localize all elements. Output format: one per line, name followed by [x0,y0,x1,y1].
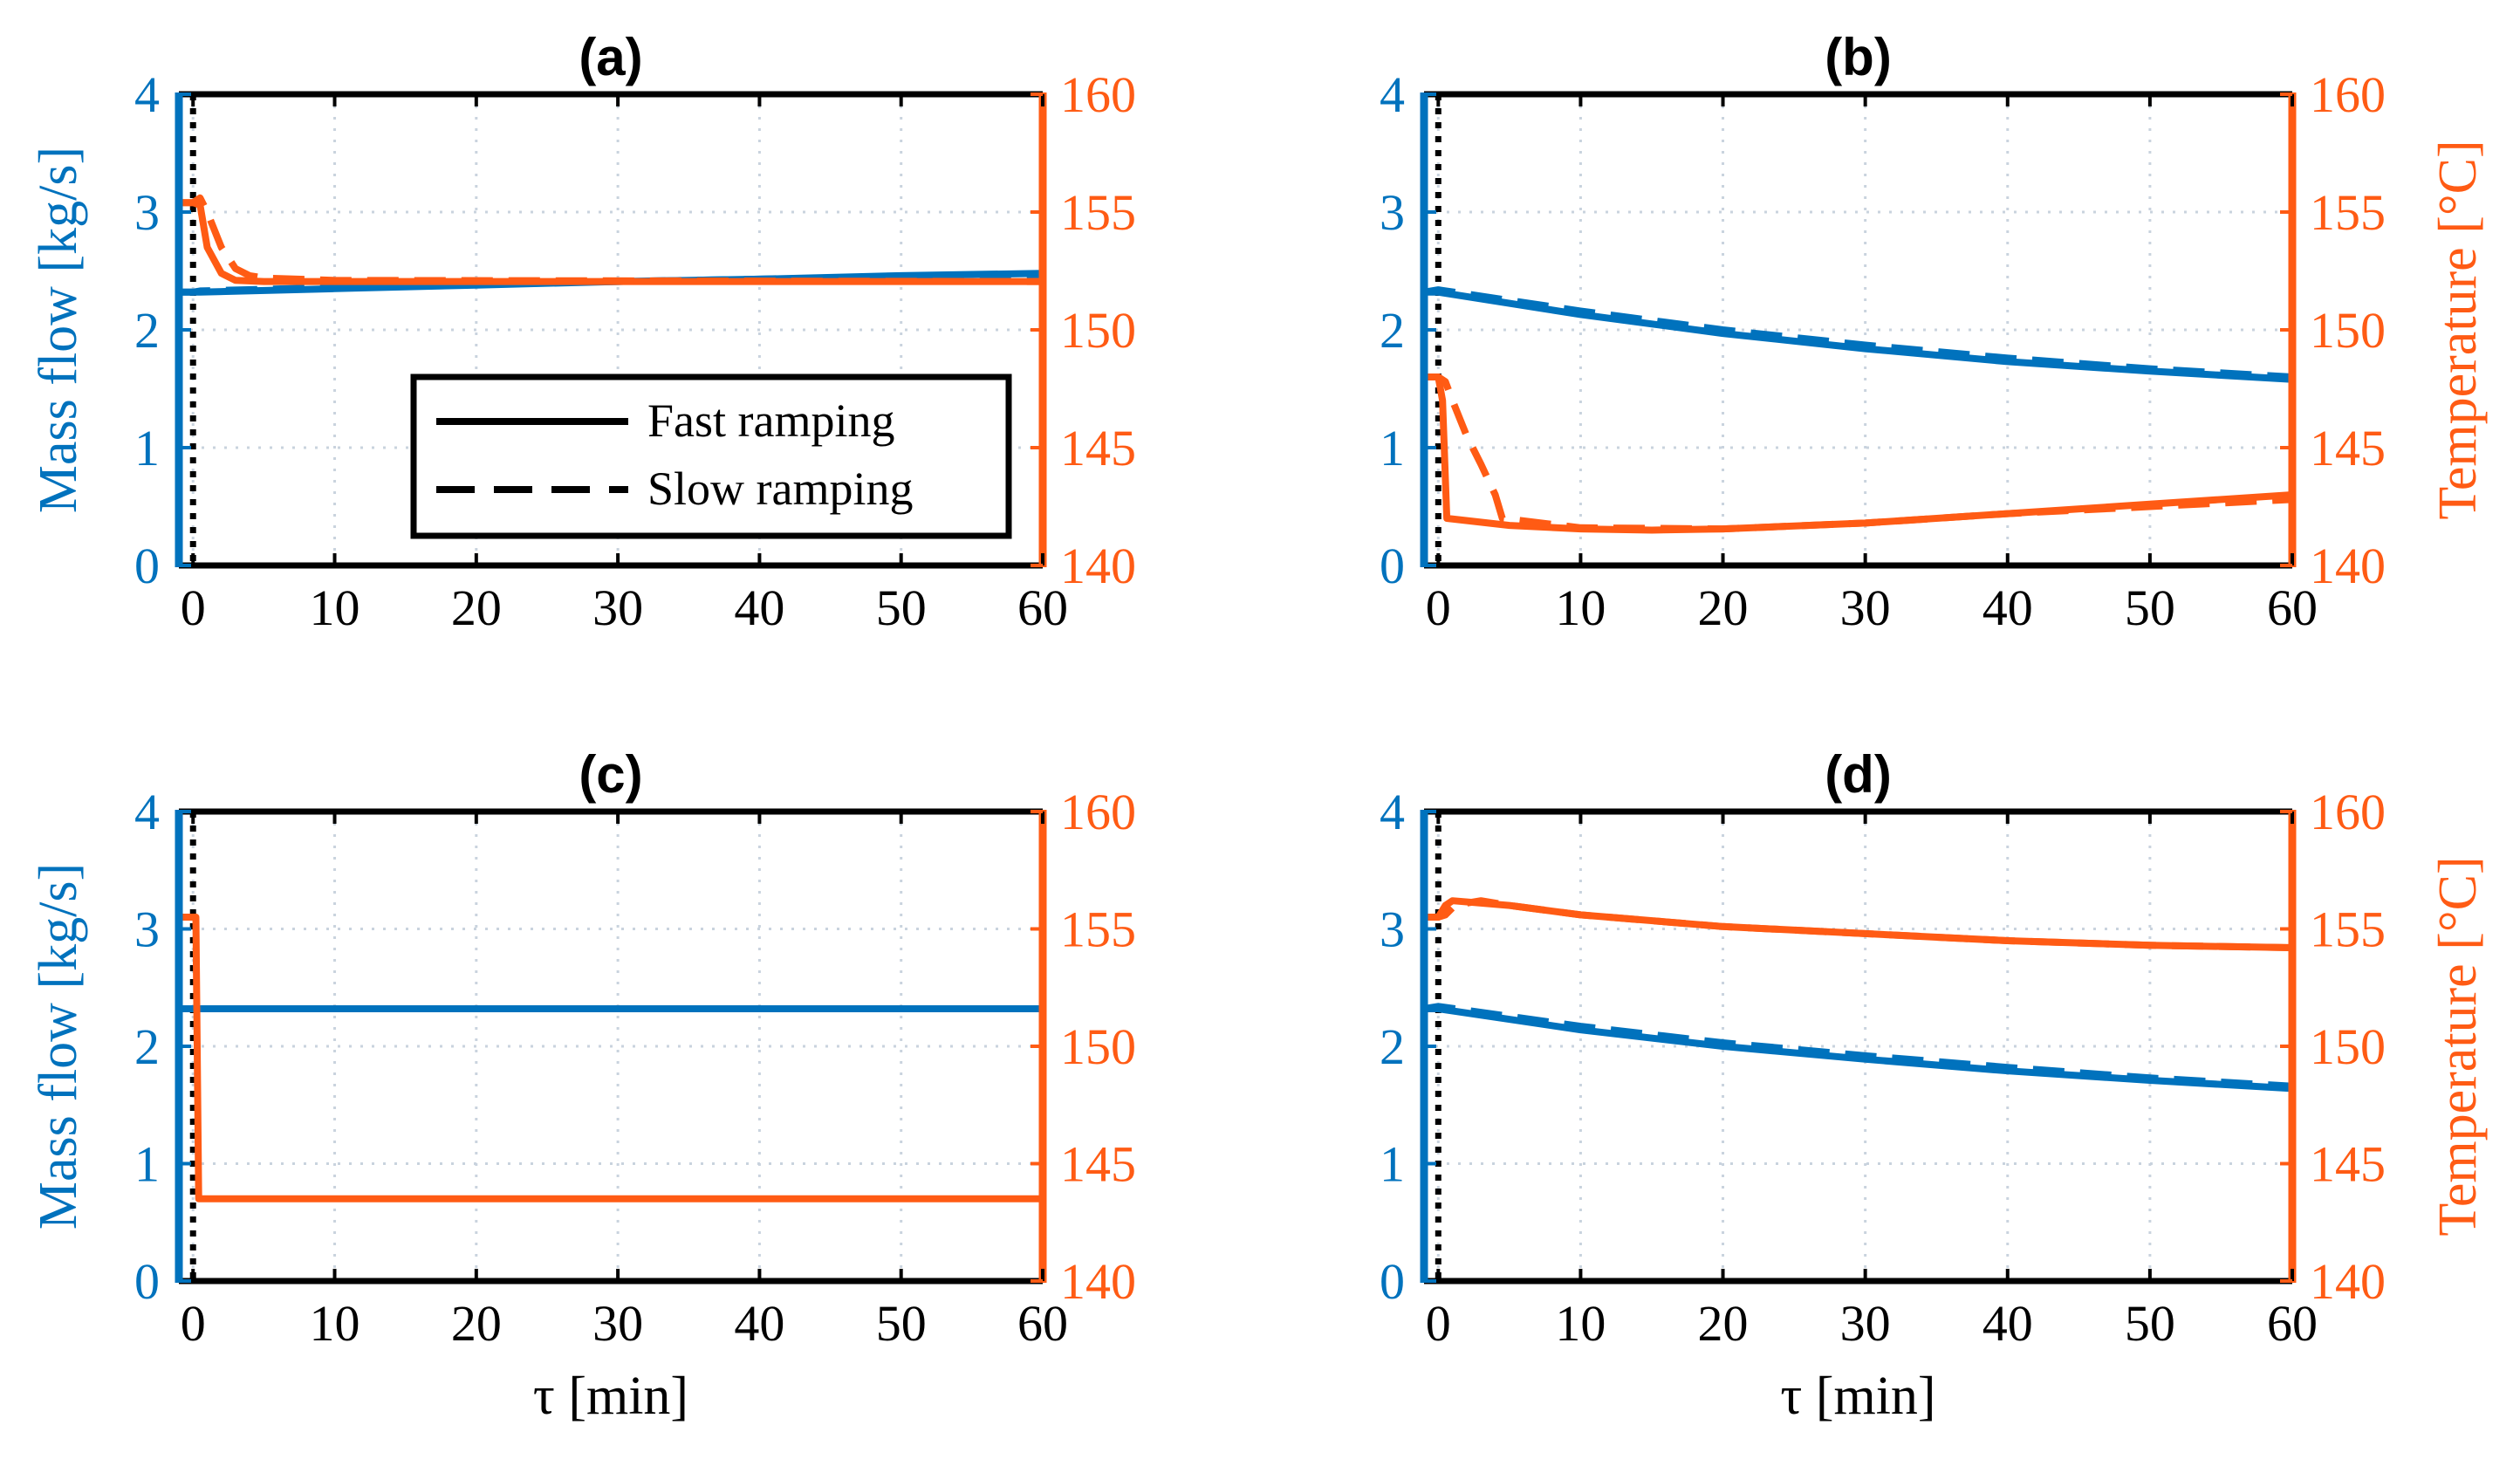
chart-1-xtick-label-0: 0 [1426,579,1451,636]
chart-2-ylabel-left: Mass flow [kg/s] [29,863,88,1230]
chart-2-xtick-label-2: 20 [451,1295,502,1352]
chart-0-xtick-label-0: 0 [181,579,206,636]
chart-2-ytick-right-label-3: 155 [1060,901,1136,958]
chart-0-xtick-label-3: 30 [592,579,643,636]
chart-1-xtick-label-5: 50 [2125,579,2175,636]
chart-1-title: (b) [1825,28,1892,86]
chart-2-ytick-left-label-0: 0 [134,1253,160,1310]
chart-1-xtick-label-2: 20 [1698,579,1749,636]
chart-3-xtick-label-4: 40 [1982,1295,2033,1352]
chart-2-ytick-right-label-4: 160 [1060,784,1136,840]
chart-0-xtick-label-1: 10 [310,579,360,636]
chart-0-xtick-label-5: 50 [876,579,927,636]
chart-2-xtick-label-5: 50 [876,1295,927,1352]
chart-3-ytick-right-label-4: 160 [2310,784,2386,840]
chart-1-ytick-right-label-4: 160 [2310,66,2386,123]
chart-1-ytick-right-label-1: 145 [2310,420,2386,476]
chart-2-xtick-label-1: 10 [310,1295,360,1352]
chart-3-xtick-label-5: 50 [2125,1295,2175,1352]
chart-1-ytick-right-label-2: 150 [2310,302,2386,359]
chart-2-ytick-right-label-1: 145 [1060,1136,1136,1193]
chart-3-ytick-right-label-1: 145 [2310,1136,2386,1193]
chart-2-ytick-left-label-2: 2 [134,1018,160,1075]
chart-3-ylabel-right: Temperature [°C] [2428,856,2488,1236]
chart-1-ytick-right-label-3: 155 [2310,184,2386,241]
legend-label-fast: Fast ramping [647,394,894,447]
panel-b: 0 10 20 30 40 50 60 0 1 2 3 4 140 145 150 155 160 (b) Temp… [1380,28,2488,636]
chart-0-series-3-orange-dashed [179,194,1044,285]
chart-1-ytick-left-label-0: 0 [1380,538,1405,594]
chart-3-ytick-left-label-2: 2 [1380,1018,1405,1075]
chart-1-series-1-blue-dashed [1423,286,2293,380]
chart-1-xtick-label-3: 30 [1840,579,1891,636]
chart-0-ytick-right-label-2: 150 [1060,302,1136,359]
chart-1-ytick-left-label-2: 2 [1380,302,1405,359]
chart-0-ytick-right-label-0: 140 [1060,538,1136,594]
chart-3-xtick-label-6: 60 [2267,1295,2318,1352]
chart-2-ytick-left-label-4: 4 [134,784,160,840]
chart-3-ytick-right-label-0: 140 [2310,1253,2386,1310]
chart-3-ytick-left-label-0: 0 [1380,1253,1405,1310]
chart-1-ytick-left-label-1: 1 [1380,420,1405,476]
chart-1-xtick-label-1: 10 [1555,579,1606,636]
chart-3-series-3-orange-dashed [1424,897,2293,951]
chart-3-ytick-right-label-2: 150 [2310,1018,2386,1075]
chart-3-xtick-label-2: 20 [1698,1295,1749,1352]
chart-2-xtick-label-4: 40 [734,1295,784,1352]
chart-2-ytick-left-label-3: 3 [134,901,160,958]
chart-0-ytick-left-label-4: 4 [134,66,160,123]
panel-c: 0 10 20 30 40 50 60 0 1 2 3 4 140 145 150 155 160 (c) Mass… [29,745,1136,1426]
panel-a: 0 10 20 30 40 50 60 0 1 2 3 4 140 145 150 155 160 (a) Mass… [29,28,1136,636]
chart-2-ytick-left-label-1: 1 [134,1136,160,1193]
chart-3-ytick-right-label-3: 155 [2310,901,2386,958]
legend-box [410,373,1012,539]
chart-0-ytick-right-label-1: 145 [1060,420,1136,476]
chart-3-series-2-orange-solid [1424,897,2293,951]
chart-3-series-0-blue-solid [1424,1005,2293,1093]
chart-2-ytick-right-label-0: 140 [1060,1253,1136,1310]
chart-0-xtick-label-6: 60 [1017,579,1068,636]
chart-0-title: (a) [579,28,642,86]
chart-0-xtick-label-2: 20 [451,579,502,636]
chart-3-title: (d) [1825,745,1892,804]
chart-2-ytick-right-label-2: 150 [1060,1018,1136,1075]
chart-2-xlabel: τ [min] [533,1367,688,1426]
chart-0-ytick-right-label-4: 160 [1060,66,1136,123]
chart-3-ytick-left-label-3: 3 [1380,901,1405,958]
chart-2-series-1-orange-solid [179,914,1043,1202]
chart-1-ytick-right-label-0: 140 [2310,538,2386,594]
chart-0-ytick-left-label-1: 1 [134,420,160,476]
chart-3-xlabel: τ [min] [1780,1367,1935,1426]
chart-0-ytick-left-label-3: 3 [134,184,160,241]
chart-3-xtick-label-1: 10 [1555,1295,1606,1352]
chart-0-series-2-orange-solid [179,199,1043,285]
chart-3-xtick-label-3: 30 [1840,1295,1891,1352]
chart-3-ytick-left-label-4: 4 [1380,784,1405,840]
chart-1-ylabel-right: Temperature [°C] [2428,140,2488,519]
chart-2-xtick-label-3: 30 [592,1295,643,1352]
chart-1-series-3-orange-dashed [1424,373,2293,533]
chart-2-xtick-label-0: 0 [181,1295,206,1352]
chart-0-ytick-right-label-3: 155 [1060,184,1136,241]
chart-2-xtick-label-6: 60 [1017,1295,1068,1352]
legend-label-slow: Slow ramping [647,462,914,515]
chart-1-xtick-label-4: 40 [1982,579,2033,636]
chart-1-series-0-blue-solid [1424,288,2293,383]
chart-1-ytick-left-label-3: 3 [1380,184,1405,241]
chart-0-xtick-label-4: 40 [734,579,784,636]
chart-0-ytick-left-label-0: 0 [134,538,160,594]
legend: Fast ramping Slow ramping [410,373,1012,539]
chart-0-ytick-left-label-2: 2 [134,302,160,359]
chart-0-ylabel-left: Mass flow [kg/s] [29,147,88,513]
chart-2-title: (c) [579,745,642,804]
chart-3-xtick-label-0: 0 [1426,1295,1451,1352]
chart-1-ytick-left-label-4: 4 [1380,66,1405,123]
chart-3-ytick-left-label-1: 1 [1380,1136,1405,1193]
chart-1-xtick-label-6: 60 [2267,579,2318,636]
panel-d: 0 10 20 30 40 50 60 0 1 2 3 4 140 145 150 155 160 (d) Temp… [1380,745,2488,1426]
